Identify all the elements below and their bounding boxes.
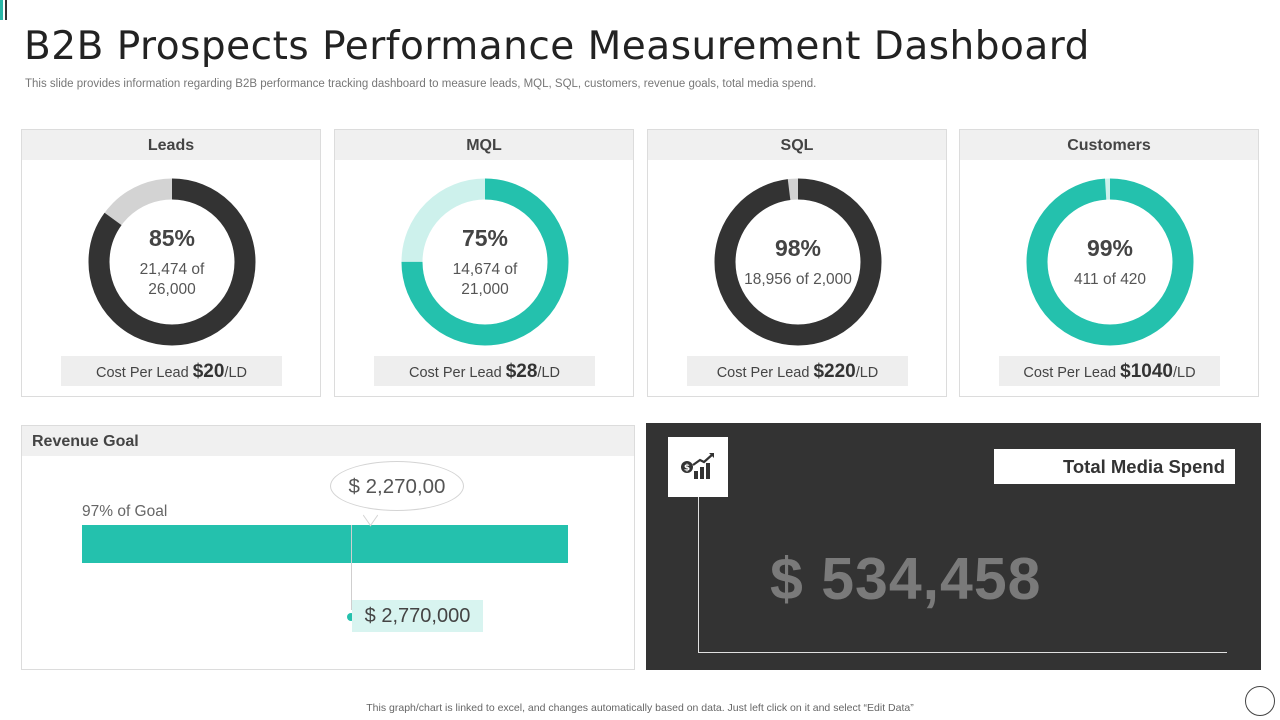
cost-per-lead: Cost Per Lead $20/LD xyxy=(61,356,282,386)
corner-circle-icon xyxy=(1245,686,1275,716)
kpi-card-customers: Customers 99% 411 of 420 Cost Per Lead $… xyxy=(959,129,1259,397)
donut-chart[interactable]: 75% 14,674 of 21,000 xyxy=(401,178,569,346)
kpi-card-mql: MQL 75% 14,674 of 21,000 Cost Per Lead $… xyxy=(334,129,634,397)
cost-label: Cost Per Lead xyxy=(95,365,189,381)
kpi-card-sql: SQL 98% 18,956 of 2,000 Cost Per Lead $2… xyxy=(647,129,947,397)
kpi-card-title: SQL xyxy=(648,130,946,160)
donut-detail: 14,674 of 21,000 xyxy=(452,260,518,298)
goal-percent-label: 97% of Goal xyxy=(82,503,168,520)
donut-percent: 75% xyxy=(461,224,509,251)
donut-value-arc[interactable] xyxy=(88,178,256,346)
cost-unit: /LD xyxy=(537,365,560,381)
cost-unit: /LD xyxy=(1173,365,1196,381)
donut-detail: 411 of 420 xyxy=(1073,270,1147,288)
donut-chart[interactable]: 85% 21,474 of 26,000 xyxy=(88,178,256,346)
cost-value: $1040 xyxy=(1120,361,1173,382)
cost-value: $28 xyxy=(505,361,538,382)
cost-unit: /LD xyxy=(224,365,247,381)
money-growth-chart-icon: $ xyxy=(668,437,728,497)
page-subtitle: This slide provides information regardin… xyxy=(25,78,817,90)
footnote: This graph/chart is linked to excel, and… xyxy=(366,702,914,714)
accent-bar xyxy=(0,0,8,20)
page-title: B2B Prospects Performance Measurement Da… xyxy=(24,24,1090,69)
donut-detail: 18,956 of 2,000 xyxy=(744,270,852,288)
donut-value-arc[interactable] xyxy=(1026,178,1194,346)
cost-label: Cost Per Lead xyxy=(408,365,502,381)
cost-per-lead: Cost Per Lead $1040/LD xyxy=(999,356,1220,386)
donut-chart[interactable]: 99% 411 of 420 xyxy=(1026,178,1194,346)
total-media-spend-title: Total Media Spend xyxy=(994,449,1235,484)
kpi-card-title: Customers xyxy=(960,130,1258,160)
cost-unit: /LD xyxy=(855,365,879,381)
donut-detail: 21,474 of 26,000 xyxy=(139,260,205,298)
goal-progress-bar[interactable] xyxy=(82,525,568,563)
cost-per-lead: Cost Per Lead $28/LD xyxy=(374,356,595,386)
total-media-spend-card: $ Total Media Spend $ 534,458 xyxy=(646,423,1261,670)
donut-percent: 99% xyxy=(1086,234,1134,261)
donut-value-arc[interactable] xyxy=(714,178,882,346)
target-dot xyxy=(347,613,355,621)
revenue-goal-title: Revenue Goal xyxy=(22,426,634,456)
decor-line-vertical xyxy=(698,497,699,653)
current-revenue-bubble: $ 2,270,00 xyxy=(330,461,464,511)
kpi-card-title: Leads xyxy=(22,130,320,160)
cost-value: $20 xyxy=(192,361,225,382)
donut-chart[interactable]: 98% 18,956 of 2,000 xyxy=(714,178,882,346)
cost-label: Cost Per Lead xyxy=(1023,365,1117,381)
donut-percent: 85% xyxy=(148,224,196,251)
kpi-card-title: MQL xyxy=(335,130,633,160)
cost-label: Cost Per Lead xyxy=(716,365,810,381)
target-revenue: $ 2,770,000 xyxy=(352,600,483,632)
cost-per-lead: Cost Per Lead $220/LD xyxy=(687,356,908,386)
revenue-goal-card: Revenue Goal 97% of Goal $ 2,270,00 $ 2,… xyxy=(21,425,635,670)
goal-marker-line xyxy=(351,525,352,610)
donut-percent: 98% xyxy=(774,234,822,261)
cost-value: $220 xyxy=(813,361,856,382)
kpi-card-leads: Leads 85% 21,474 of 26,000 Cost Per Lead… xyxy=(21,129,321,397)
total-media-spend-value: $ 534,458 xyxy=(770,546,1042,612)
donut-value-arc[interactable] xyxy=(401,178,569,346)
decor-line-horizontal xyxy=(698,652,1227,653)
svg-text:$: $ xyxy=(684,464,690,474)
